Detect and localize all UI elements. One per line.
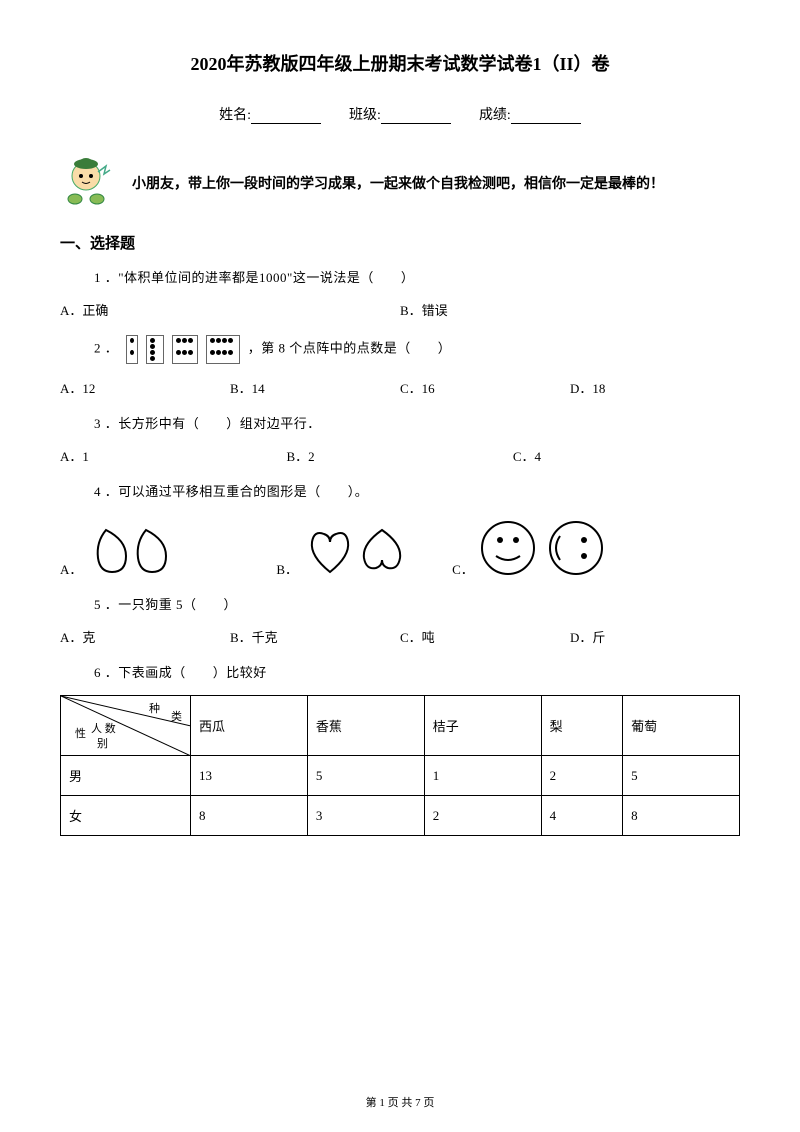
cell: 5 xyxy=(307,756,424,796)
q4-opt-b-label[interactable]: B． xyxy=(276,559,298,578)
table-header-row: 种 类 人 数 性 别 西瓜 香蕉 桔子 梨 葡萄 xyxy=(61,696,740,756)
diag-bot-right: 别 xyxy=(97,735,108,751)
q5-opt-a[interactable]: A．克 xyxy=(60,627,230,646)
q5-options: A．克 B．千克 C．吨 D．斤 xyxy=(60,627,740,646)
col-0: 西瓜 xyxy=(191,696,308,756)
diag-bot-left: 性 xyxy=(75,725,86,741)
q2-text: 2 ． ，第 8 个点阵中的点数是（ ） xyxy=(94,335,740,364)
score-label: 成绩: xyxy=(479,108,511,123)
q2-options: A．12 B．14 C．16 D．18 xyxy=(60,378,740,397)
cell: 1 xyxy=(424,756,541,796)
q1-opt-a[interactable]: A．正确 xyxy=(60,300,400,319)
col-1: 香蕉 xyxy=(307,696,424,756)
q5-opt-b[interactable]: B．千克 xyxy=(230,627,400,646)
diag-top-right: 类 xyxy=(171,708,182,724)
section-1-head: 一、选择题 xyxy=(60,232,740,253)
cell: 2 xyxy=(424,796,541,836)
q3-opt-a[interactable]: A．1 xyxy=(60,446,286,465)
info-line: 姓名: 班级: 成绩: xyxy=(60,104,740,124)
q4-options: A． B． C． xyxy=(60,518,740,578)
q2-suffix: ，第 8 个点阵中的点数是（ ） xyxy=(248,340,452,355)
q4-opt-a-label[interactable]: A． xyxy=(60,559,82,578)
q5-opt-c[interactable]: C．吨 xyxy=(400,627,570,646)
cell: 2 xyxy=(541,756,623,796)
score-blank[interactable] xyxy=(511,123,581,124)
q3-opt-b[interactable]: B．2 xyxy=(286,446,512,465)
q1-options: A．正确 B．错误 xyxy=(60,300,740,319)
q2-opt-c[interactable]: C．16 xyxy=(400,378,570,397)
cell: 13 xyxy=(191,756,308,796)
table-row: 女 8 3 2 4 8 xyxy=(61,796,740,836)
q1-text: 1 ．"体积单位间的进率都是1000"这一说法是（ ） xyxy=(94,267,740,286)
q2-opt-a[interactable]: A．12 xyxy=(60,378,230,397)
q3-text: 3 ．长方形中有（ ）组对边平行． xyxy=(94,413,740,432)
intro-row: 小朋友，带上你一段时间的学习成果，一起来做个自我检测吧，相信你一定是最棒的！ xyxy=(60,154,740,212)
col-4: 葡萄 xyxy=(623,696,740,756)
q3-opt-c[interactable]: C．4 xyxy=(513,446,739,465)
q4-text: 4 ．可以通过平移相互重合的图形是（ ）。 xyxy=(94,481,740,500)
q6-text: 6 ．下表画成（ ）比较好 xyxy=(94,662,740,681)
teardrop-shapes-icon xyxy=(86,522,186,578)
class-label: 班级: xyxy=(349,108,381,123)
q3-options: A．1 B．2 C．4 xyxy=(60,446,740,465)
cell: 5 xyxy=(623,756,740,796)
row-1-label: 女 xyxy=(61,796,191,836)
col-3: 梨 xyxy=(541,696,623,756)
q6-table: 种 类 人 数 性 别 西瓜 香蕉 桔子 梨 葡萄 男 13 5 1 2 5 女… xyxy=(60,695,740,836)
col-2: 桔子 xyxy=(424,696,541,756)
name-label: 姓名: xyxy=(219,108,251,123)
table-row: 男 13 5 1 2 5 xyxy=(61,756,740,796)
diag-mid: 人 数 xyxy=(91,720,116,736)
intro-text: 小朋友，带上你一段时间的学习成果，一起来做个自我检测吧，相信你一定是最棒的！ xyxy=(132,173,740,193)
cell: 3 xyxy=(307,796,424,836)
q2-prefix: 2 ． xyxy=(94,340,118,355)
cell: 8 xyxy=(623,796,740,836)
row-0-label: 男 xyxy=(61,756,191,796)
cell: 8 xyxy=(191,796,308,836)
face-shapes-icon xyxy=(478,518,608,578)
q4-opt-c-label[interactable]: C． xyxy=(452,559,474,578)
name-blank[interactable] xyxy=(251,123,321,124)
class-blank[interactable] xyxy=(381,123,451,124)
diag-top-left: 种 xyxy=(149,700,160,716)
page-footer: 第 1 页 共 7 页 xyxy=(0,1094,800,1110)
exam-title: 2020年苏教版四年级上册期末考试数学试卷1（II）卷 xyxy=(60,50,740,76)
q2-opt-d[interactable]: D．18 xyxy=(570,378,740,397)
heart-shapes-icon xyxy=(302,522,412,578)
cell: 4 xyxy=(541,796,623,836)
q1-opt-b[interactable]: B．错误 xyxy=(400,300,740,319)
dot-pattern-icon xyxy=(126,335,240,364)
mascot-icon xyxy=(60,154,112,212)
q2-opt-b[interactable]: B．14 xyxy=(230,378,400,397)
diagonal-header: 种 类 人 数 性 别 xyxy=(61,696,191,756)
q5-text: 5 ．一只狗重 5（ ） xyxy=(94,594,740,613)
q5-opt-d[interactable]: D．斤 xyxy=(570,627,740,646)
